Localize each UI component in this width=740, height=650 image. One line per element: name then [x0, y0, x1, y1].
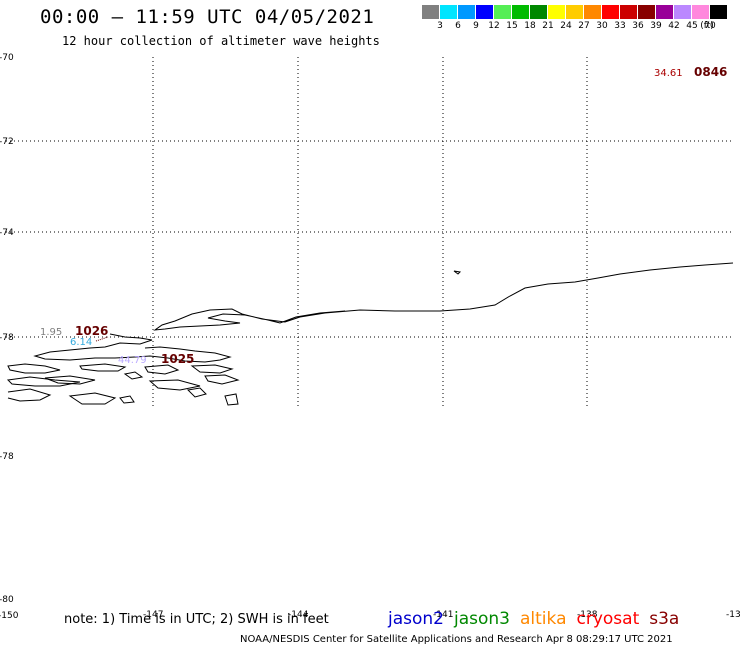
color-scale-label: 15 [506, 21, 518, 31]
coast-segment [186, 387, 207, 398]
lon-label: -141 [433, 610, 453, 620]
color-scale-label: 24 [560, 21, 572, 31]
color-scale-swatch [476, 5, 494, 19]
coast-segment [144, 364, 180, 375]
color-scale-label: 6 [455, 21, 461, 31]
obs-value: 44.79 [118, 355, 147, 366]
color-scale-swatch [512, 5, 530, 19]
lat-axis-labels: -70 -72 -74 -78 -78 -80 [0, 53, 14, 605]
obs-value: 34.61 [654, 68, 683, 79]
coast-segment [148, 379, 201, 391]
lat-label: -72 [0, 137, 14, 147]
color-scale-label: 12 [488, 21, 500, 31]
lon-label: -147 [143, 610, 163, 620]
color-scale-swatch [494, 5, 512, 19]
color-scale-label: 42 [668, 21, 680, 31]
coast-segment [6, 376, 81, 387]
map-title: 00:00 – 11:59 UTC 04/05/2021 [40, 6, 375, 28]
coast-segment [190, 364, 234, 374]
coastline [6, 262, 734, 406]
color-scale-swatch [674, 5, 692, 19]
lat-label: -70 [0, 53, 14, 63]
satellite-s3a: s3a [649, 609, 680, 629]
color-scale-label: 45 [686, 21, 698, 31]
track-marker [95, 336, 109, 342]
color-scale-label: 9 [473, 21, 479, 31]
coast-segment [204, 374, 240, 385]
color-scale-unit: (ft) [700, 21, 714, 31]
color-scale-label: 70 [704, 21, 716, 31]
island [453, 270, 462, 275]
lon-label: -150 [0, 611, 19, 621]
color-scale-swatch [656, 5, 674, 19]
color-scale-swatch [530, 5, 548, 19]
color-scale-swatch [638, 5, 656, 19]
coast-segment [224, 393, 239, 406]
satellite-cryosat: cryosat [576, 609, 640, 629]
satellite-legend: jason2 jason3 altika cryosat s3a [388, 609, 679, 629]
color-scale-label: 33 [614, 21, 626, 31]
footer-note: note: 1) Time is in UTC; 2) SWH is in fe… [64, 612, 329, 627]
pass-time: 1025 [161, 352, 194, 366]
lon-label: -13 [726, 610, 740, 620]
coast-segment [123, 371, 144, 380]
color-scale-swatch [620, 5, 638, 19]
credit-line: NOAA/NESDIS Center for Satellite Applica… [240, 634, 673, 645]
color-scale-swatch [422, 5, 440, 19]
coast-segment [7, 388, 52, 402]
color-scale-label: 27 [578, 21, 590, 31]
coast-segment [79, 363, 127, 372]
lat-label: -74 [0, 228, 14, 238]
obs-value: 6.14 [70, 337, 92, 348]
lon-label: -138 [577, 610, 598, 620]
lat-grid [6, 140, 733, 338]
lat-label: -80 [0, 595, 14, 605]
lon-axis-labels: -150 -147 -144 -141 -138 -13 [0, 610, 740, 621]
observations: 34.61 0846 1.95 1026 6.14 44.79 1025 [40, 65, 727, 366]
color-scale-label: 36 [632, 21, 644, 31]
color-scale-swatch [440, 5, 458, 19]
pass-time: 0846 [694, 65, 727, 79]
color-scale-swatch [584, 5, 602, 19]
lon-label: -144 [288, 610, 309, 620]
color-scale-swatch [602, 5, 620, 19]
color-scale-label: 30 [596, 21, 608, 31]
map-subtitle: 12 hour collection of altimeter wave hei… [62, 34, 380, 48]
lat-label: -78 [0, 333, 14, 343]
color-scale-label: 18 [524, 21, 536, 31]
color-scale-label: 3 [437, 21, 443, 31]
coast-segment [119, 395, 135, 404]
color-scale-swatch [692, 5, 710, 19]
coast-segment [68, 392, 117, 405]
coast-segment [33, 333, 232, 363]
satellite-jason2: jason2 [388, 609, 444, 629]
satellite-altika: altika [520, 609, 567, 629]
color-scale-swatch [710, 5, 728, 19]
satellite-jason3: jason3 [454, 609, 510, 629]
color-scale-swatch [566, 5, 584, 19]
pass-time: 1026 [75, 324, 108, 338]
obs-value: 1.95 [40, 327, 62, 338]
lat-label: -78 [0, 452, 14, 462]
color-scale-swatch [548, 5, 566, 19]
ice-shelf-edge [153, 262, 734, 331]
coast-segment [44, 375, 96, 385]
coast-segment [7, 363, 61, 374]
color-scale-label: 21 [542, 21, 554, 31]
color-scale-swatch [458, 5, 476, 19]
color-scale-label: 39 [650, 21, 662, 31]
color-scale-legend [422, 5, 728, 19]
